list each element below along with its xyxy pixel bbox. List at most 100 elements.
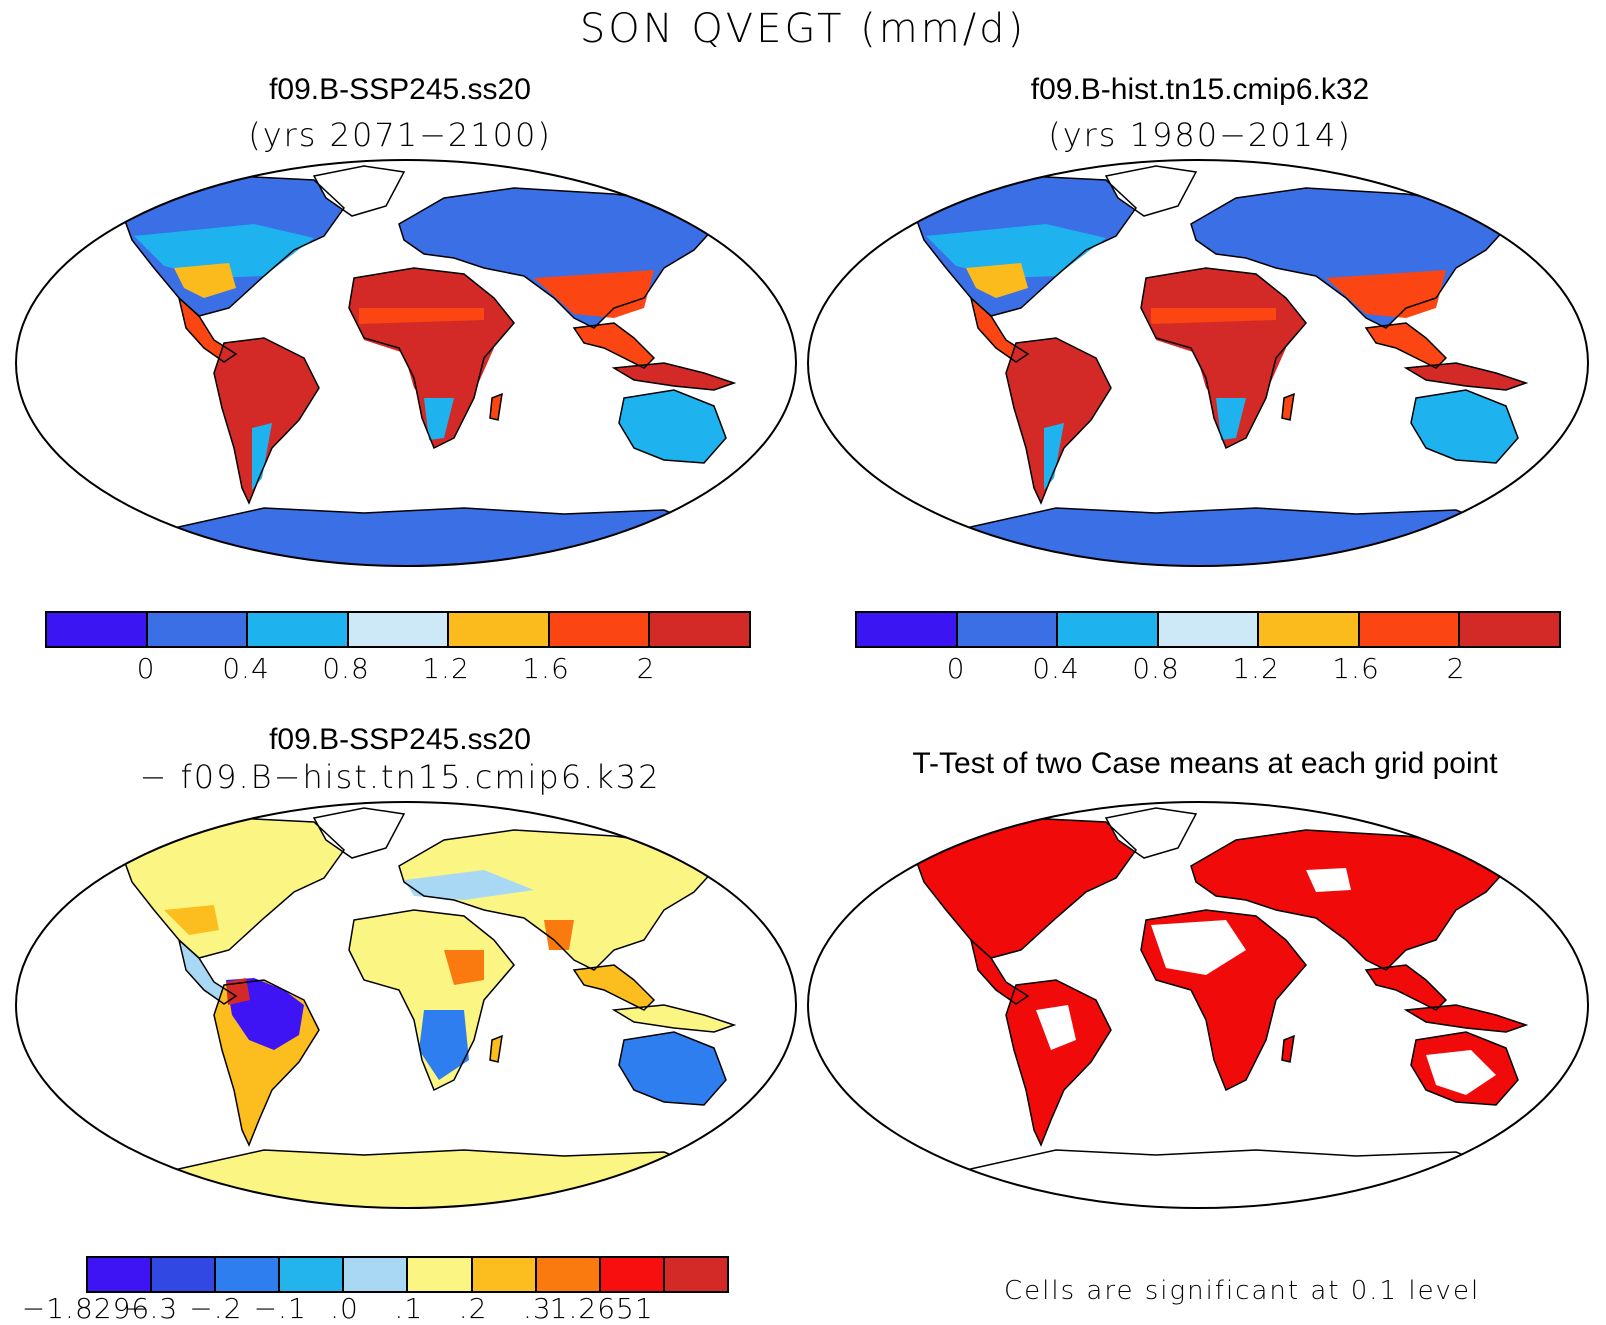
colorbar-swatch-6 xyxy=(472,1258,537,1291)
coastline xyxy=(1005,337,1112,505)
map-border xyxy=(807,801,1589,1209)
colorbar-swatch-3 xyxy=(348,613,450,646)
colorbar-swatch-0 xyxy=(47,613,148,646)
colorbar-tick-label: 2 xyxy=(636,652,656,685)
field-patch xyxy=(404,870,534,900)
colorbar-swatch-5 xyxy=(408,1258,473,1291)
field-patch xyxy=(164,905,219,935)
coastline xyxy=(213,337,320,505)
continent-greenland xyxy=(314,166,404,216)
coastline xyxy=(1104,807,1198,859)
colorbar-tick-label: −.1 xyxy=(253,1292,307,1325)
colorbar-swatch-0 xyxy=(857,613,958,646)
map-border xyxy=(15,801,797,1209)
coastline xyxy=(1403,1004,1529,1033)
colorbar-mean-left xyxy=(45,611,751,648)
coastline xyxy=(1281,392,1295,421)
continent-indonesia xyxy=(614,1005,734,1032)
continent-indonesia xyxy=(1406,1005,1526,1032)
continent-australia xyxy=(619,390,726,463)
colorbar-swatch-4 xyxy=(344,1258,409,1291)
map-border xyxy=(807,159,1589,567)
field-patch xyxy=(359,318,494,418)
coastline xyxy=(398,187,716,329)
panel-subtitle-diff: − f09.B−hist.tn15.cmip6.k32 xyxy=(139,758,661,796)
colorbar-tick-label: 1.2651 xyxy=(549,1292,654,1325)
coastline xyxy=(1403,362,1529,391)
panel-title-diff: f09.B-SSP245.ss20 xyxy=(269,723,531,756)
colorbar-tick-label: −.2 xyxy=(189,1292,243,1325)
coastline xyxy=(1104,165,1198,217)
colorbar-mean-left-labels: 0 0.4 0.8 1.2 1.6 2 xyxy=(0,652,800,692)
colorbar-tick-label: .0 xyxy=(330,1292,359,1325)
colorbar-tick-label: .2 xyxy=(458,1292,488,1325)
coastline xyxy=(398,829,716,971)
coastline xyxy=(312,807,406,859)
coastline xyxy=(1364,964,1448,1011)
panel-title-ttest: T-Test of two Case means at each grid po… xyxy=(912,747,1498,780)
coastline xyxy=(572,322,656,369)
colorbar-tick-label: 1.6 xyxy=(522,652,570,685)
coastline xyxy=(1410,1031,1519,1106)
coastline xyxy=(969,937,1030,1005)
colorbar-tick-label: 0.4 xyxy=(222,652,270,685)
colorbar-swatch-5 xyxy=(549,613,651,646)
coastline xyxy=(177,937,238,1005)
field-patch xyxy=(134,224,314,278)
continent-australia xyxy=(619,1032,726,1105)
colorbar-tick-label: .1 xyxy=(394,1292,424,1325)
panel-subtitle-future: (yrs 2071−2100) xyxy=(248,116,552,154)
coastline xyxy=(489,1034,503,1063)
coastline xyxy=(348,909,515,1092)
coastline xyxy=(1140,909,1307,1092)
field-patch xyxy=(1151,920,1246,975)
field-patch xyxy=(444,950,484,985)
continent-southAmerica xyxy=(1006,338,1111,503)
continent-seAsia xyxy=(1366,965,1446,1010)
panel-subtitle-hist: (yrs 1980−2014) xyxy=(1048,116,1352,154)
continent-greenland xyxy=(1106,166,1196,216)
continent-seAsia xyxy=(574,965,654,1010)
significance-note: Cells are significant at 0.1 level xyxy=(1004,1276,1481,1306)
coastline xyxy=(572,964,656,1011)
colorbar-swatch-7 xyxy=(536,1258,601,1291)
colorbar-tick-label: 1.6 xyxy=(1332,652,1380,685)
field-patch xyxy=(424,398,454,440)
colorbar-swatch-4 xyxy=(449,613,550,646)
field-patch xyxy=(926,224,1106,278)
continent-southAmerica xyxy=(1006,980,1111,1145)
panel-title-hist: f09.B-hist.tn15.cmip6.k32 xyxy=(1030,73,1370,106)
colorbar-swatch-3 xyxy=(280,1258,345,1291)
continent-greenland xyxy=(1106,808,1196,858)
continent-greenland xyxy=(314,808,404,858)
coastline xyxy=(1364,322,1448,369)
field-patch xyxy=(1426,1050,1496,1095)
field-patch xyxy=(252,423,272,490)
colorbar-swatch-4 xyxy=(1259,613,1360,646)
panel-title-future: f09.B-SSP245.ss20 xyxy=(269,73,531,106)
map-border xyxy=(15,159,797,567)
coastline xyxy=(611,1004,737,1033)
colorbar-swatch-0 xyxy=(88,1258,153,1291)
field-patch xyxy=(1044,423,1064,490)
coastline xyxy=(969,295,1030,363)
field-patch xyxy=(966,263,1028,298)
field-patch xyxy=(174,263,236,298)
continent-indonesia xyxy=(1406,363,1526,390)
coastline xyxy=(618,389,727,464)
field-patch xyxy=(1216,398,1246,440)
coastline xyxy=(1190,187,1508,329)
continent-seAsia xyxy=(1366,323,1446,368)
continent-europeAsia xyxy=(1191,830,1506,970)
colorbar-tick-label: −.3 xyxy=(124,1292,179,1325)
coastline xyxy=(611,362,737,391)
continent-southAmerica xyxy=(214,338,319,503)
field-patch xyxy=(1151,318,1286,418)
coastline xyxy=(312,165,406,217)
figure-title: SON QVEGT (mm/d) xyxy=(579,6,1027,52)
colorbar-tick-label: 0.4 xyxy=(1032,652,1080,685)
map-difference xyxy=(15,801,797,1209)
colorbar-swatch-6 xyxy=(1460,613,1560,646)
field-patch xyxy=(1151,308,1276,324)
colorbar-swatch-1 xyxy=(152,1258,217,1291)
